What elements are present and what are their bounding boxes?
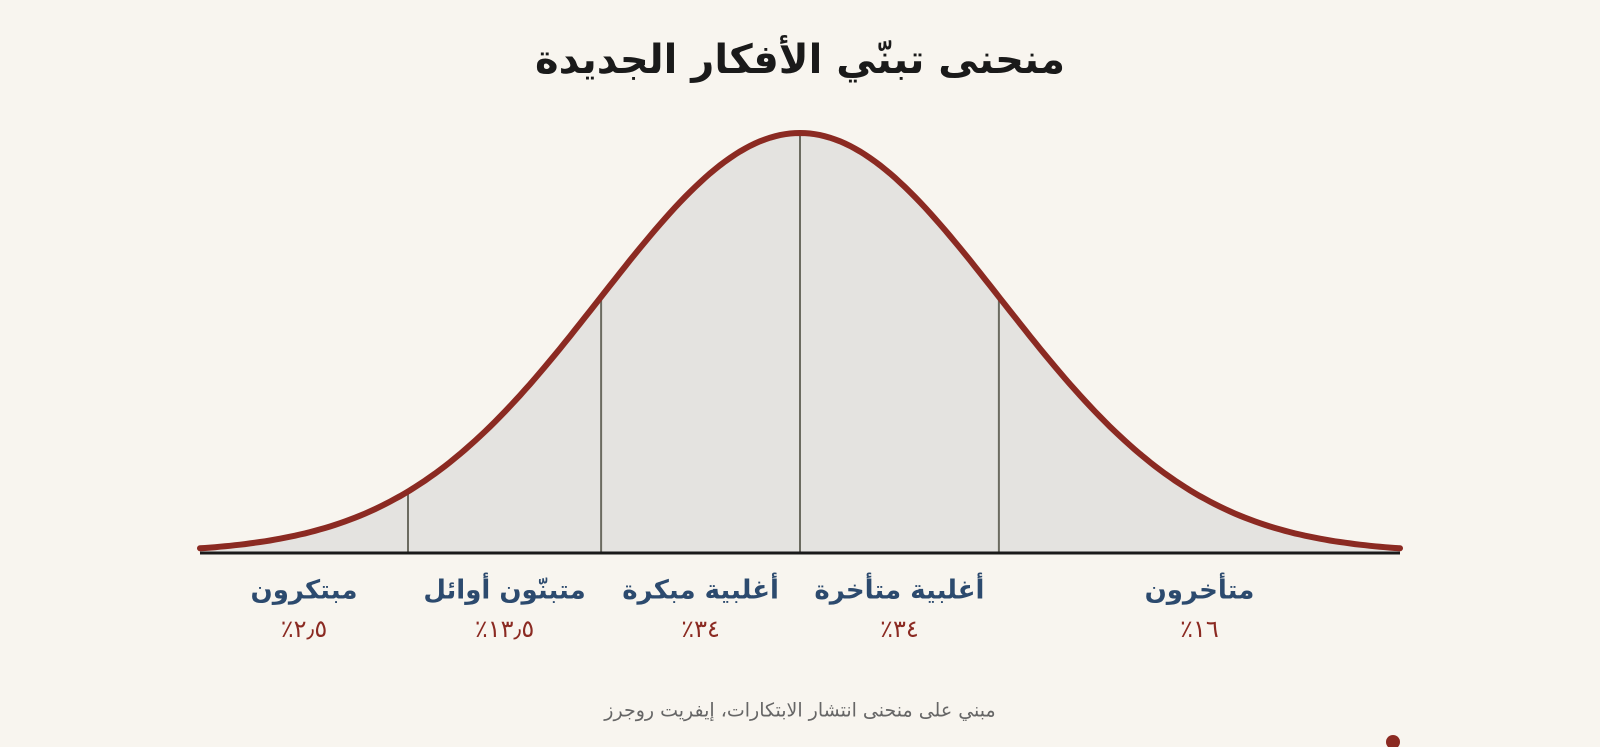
- decoration-dot: [1386, 735, 1400, 747]
- segment-area: [998, 296, 1400, 553]
- category-label: متأخرون: [1145, 573, 1255, 606]
- category-label: أغلبية متأخرة: [814, 573, 984, 606]
- plot-area: مبتكرون ٪٢٫٥ متبنّون أوائل ٪١٣٫٥ أغلبية مبكر…: [197, 129, 1403, 643]
- segment-area: [200, 491, 409, 553]
- category-label: مبتكرون: [251, 576, 358, 606]
- value-label: ٪٣٤: [880, 615, 919, 643]
- source-note: مبني على منحنى انتشار الابتكارات، إيفريت…: [603, 700, 995, 723]
- segment-area: [601, 133, 800, 553]
- chart-title: منحنى تبنّي الأفكار الجديدة: [535, 34, 1065, 83]
- value-label: ٪٣٤: [681, 615, 720, 643]
- category-label: متبنّون أوائل: [423, 573, 585, 606]
- category-label: أغلبية مبكرة: [622, 573, 779, 606]
- bell-curve: [197, 129, 1403, 552]
- value-label: ٪١٣٫٥: [475, 615, 534, 643]
- value-label: ٪٢٫٥: [281, 615, 327, 643]
- segment-area: [800, 133, 999, 553]
- value-label: ٪١٦: [1180, 615, 1219, 643]
